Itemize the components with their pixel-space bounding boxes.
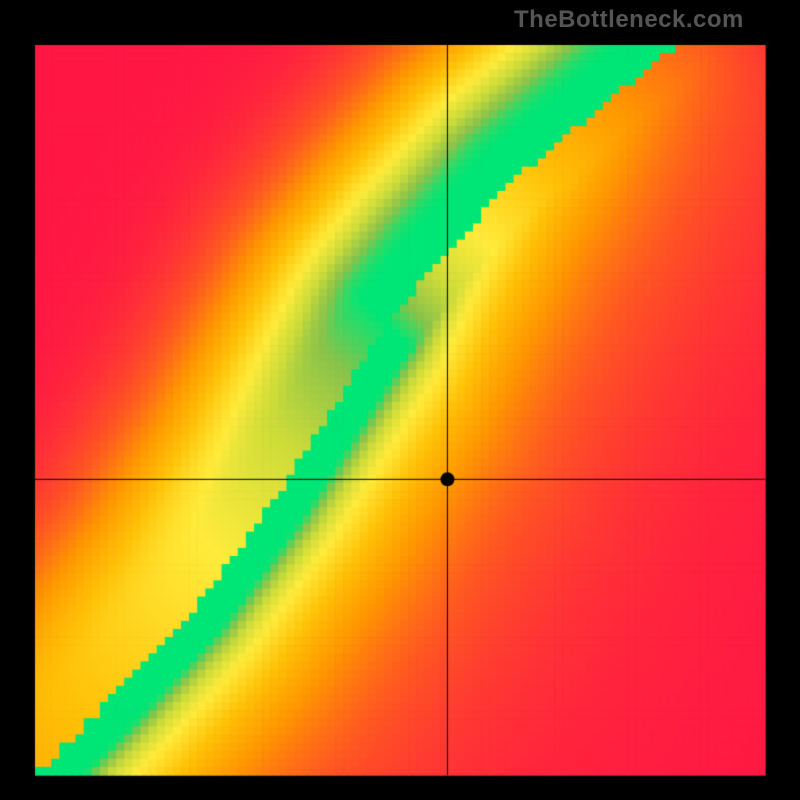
chart-stage: { "meta": { "source_label": "TheBottlene… [0,0,800,800]
watermark-label: TheBottleneck.com [514,6,744,34]
bottleneck-heatmap [0,0,800,800]
